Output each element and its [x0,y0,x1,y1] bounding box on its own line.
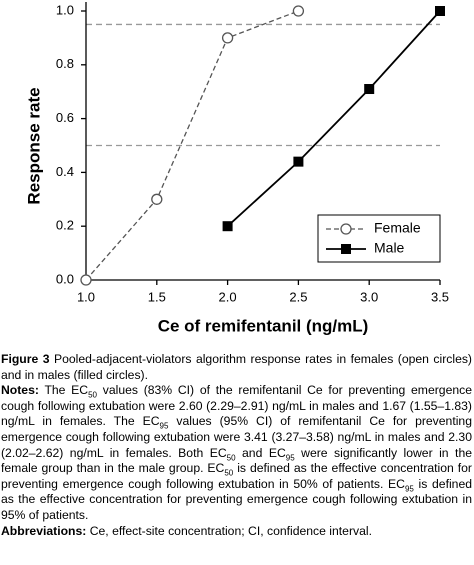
y-tick-label: 0.0 [56,271,74,286]
legend-marker [340,223,352,235]
notes-text: were significantly lower in the female g… [1,445,472,476]
subscript: 95 [404,484,414,494]
y-tick-label: 0.2 [56,218,74,233]
subscript: 50 [226,453,236,462]
subscript: 50 [224,468,234,478]
notes-text: values (83% CI) of the remifentanil Ce f… [1,383,472,429]
abbreviations-label: Abbreviations: [1,523,87,538]
notes-text: and EC [235,445,286,460]
y-tick-label: 0.4 [56,164,74,179]
caption: Figure 3 Pooled-adjacent-violators algor… [1,352,472,539]
x-tick-label: 2.5 [289,289,307,304]
x-tick-label: 3.5 [431,289,449,304]
y-axis-label: Response rate [24,87,43,204]
legend-label: Female [374,220,421,236]
y-tick-label: 0.6 [56,110,74,125]
point [151,193,163,205]
abbreviations-text: Ce, effect-site concentration; CI, confi… [89,523,372,538]
series-line [226,10,441,227]
subscript: 95 [159,421,169,431]
legend-marker [341,244,351,254]
chart: Response rate Ce of remifentanil (ng/mL)… [24,2,449,335]
y-tick-label: 1.0 [56,2,74,17]
x-tick-label: 3.0 [360,289,378,304]
legend-box [317,214,441,263]
notes: Notes: The EC50 values (83% CI) of the r… [1,383,472,523]
point [221,32,234,44]
notes-text: is defined as the effective concentratio… [1,461,472,491]
point [292,5,305,17]
point [293,156,304,167]
subscript: 95 [285,453,295,462]
x-tick-label: 2.0 [219,289,237,304]
legend-label: Male [374,240,405,256]
x-tick-label: 1.0 [77,289,95,304]
subscript: 50 [88,390,98,400]
notes-label: Notes: [1,383,39,398]
x-tick-label: 1.5 [148,289,166,304]
notes-text: The EC [44,383,89,398]
point [80,274,92,286]
notes-text: is defined as the effective concentratio… [1,476,473,522]
point [222,221,233,232]
figure-caption: Figure 3 Pooled-adjacent-violators algor… [1,352,472,383]
figure-label: Figure 3 [1,352,50,366]
point [435,6,445,16]
point [364,84,375,95]
y-tick-label: 0.8 [56,56,74,71]
abbreviations: Abbreviations: Ce, effect-site concentra… [1,524,472,540]
notes-text: values (95% CI) of remifentanil Ce for p… [1,414,472,460]
x-axis-label: Ce of remifentanil (ng/mL) [158,316,369,335]
series-line [85,10,299,281]
figure-text: Pooled-adjacent-violators algorithm resp… [1,352,472,382]
